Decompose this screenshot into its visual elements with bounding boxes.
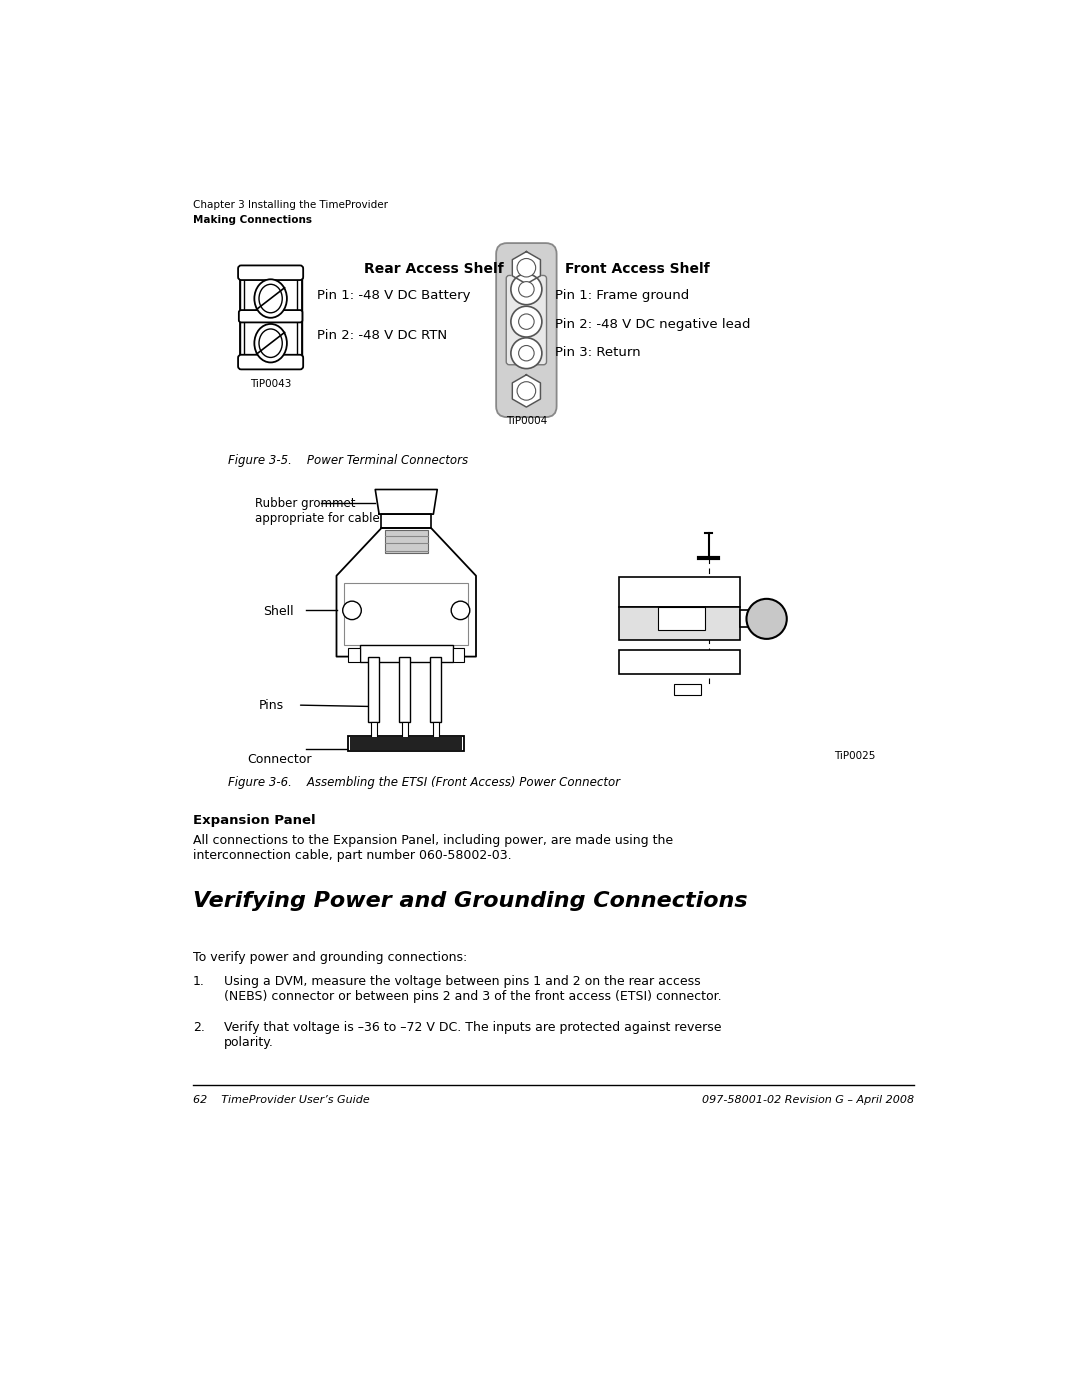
FancyBboxPatch shape (238, 355, 303, 369)
Text: Verifying Power and Grounding Connections: Verifying Power and Grounding Connection… (193, 891, 747, 911)
FancyBboxPatch shape (239, 310, 302, 323)
Polygon shape (512, 251, 540, 284)
Circle shape (511, 306, 542, 337)
Text: Figure 3-6.    Assembling the ETSI (Front Access) Power Connector: Figure 3-6. Assembling the ETSI (Front A… (228, 775, 620, 789)
Bar (453, 648, 464, 662)
Circle shape (342, 601, 362, 620)
Circle shape (517, 258, 536, 277)
Text: All connections to the Expansion Panel, including power, are made using the
inte: All connections to the Expansion Panel, … (193, 834, 673, 862)
Bar (619, 651, 740, 673)
Text: Pin 3: Return: Pin 3: Return (555, 346, 640, 359)
Text: Shell: Shell (262, 605, 294, 617)
Bar (350, 738, 462, 750)
Text: 62    TimeProvider User’s Guide: 62 TimeProvider User’s Guide (193, 1095, 369, 1105)
Bar (740, 610, 761, 627)
Ellipse shape (259, 285, 282, 313)
Bar (619, 577, 740, 606)
Ellipse shape (255, 324, 287, 362)
Text: TiP0025: TiP0025 (834, 752, 875, 761)
Text: Pin 2: -48 V DC RTN: Pin 2: -48 V DC RTN (318, 330, 447, 342)
Text: 097-58001-02 Revision G – April 2008: 097-58001-02 Revision G – April 2008 (702, 1095, 914, 1105)
FancyBboxPatch shape (507, 275, 546, 365)
Text: To verify power and grounding connections:: To verify power and grounding connection… (193, 951, 468, 964)
Text: Rubber grommet
appropriate for cable: Rubber grommet appropriate for cable (255, 497, 380, 525)
Circle shape (746, 599, 786, 638)
Text: Pin 1: -48 V DC Battery: Pin 1: -48 V DC Battery (318, 289, 471, 302)
Ellipse shape (255, 279, 287, 317)
Ellipse shape (259, 328, 282, 358)
Bar (433, 722, 438, 749)
Text: 1.: 1. (193, 975, 205, 988)
Text: Expansion Panel: Expansion Panel (193, 814, 315, 827)
Bar (384, 529, 428, 553)
Circle shape (517, 381, 536, 400)
Text: Chapter 3 Installing the TimeProvider: Chapter 3 Installing the TimeProvider (193, 200, 388, 210)
Bar (658, 606, 704, 630)
Bar (619, 608, 740, 640)
Text: Using a DVM, measure the voltage between pins 1 and 2 on the rear access
(NEBS) : Using a DVM, measure the voltage between… (225, 975, 721, 1003)
Text: Pins: Pins (259, 698, 284, 712)
Bar (240, 277, 244, 320)
Text: TiP0043: TiP0043 (249, 380, 292, 390)
Circle shape (511, 338, 542, 369)
Text: Verify that voltage is –36 to –72 V DC. The inputs are protected against reverse: Verify that voltage is –36 to –72 V DC. … (225, 1021, 721, 1049)
Bar (674, 685, 701, 696)
Text: Front Access Shelf: Front Access Shelf (565, 261, 710, 275)
Circle shape (518, 345, 535, 360)
Bar (402, 722, 408, 749)
Text: 2.: 2. (193, 1021, 205, 1034)
Circle shape (451, 601, 470, 620)
Polygon shape (512, 374, 540, 407)
Bar (240, 320, 244, 366)
Bar (240, 268, 301, 366)
FancyBboxPatch shape (238, 265, 303, 279)
Bar (400, 657, 410, 722)
Text: TiP0004: TiP0004 (505, 415, 546, 426)
Polygon shape (337, 528, 476, 657)
FancyBboxPatch shape (381, 514, 431, 528)
Text: Connector: Connector (247, 753, 312, 766)
Bar (430, 657, 441, 722)
Text: Figure 3-5.    Power Terminal Connectors: Figure 3-5. Power Terminal Connectors (228, 454, 468, 467)
FancyBboxPatch shape (496, 243, 556, 418)
Bar (345, 584, 469, 645)
Bar (297, 320, 301, 366)
Bar (360, 645, 453, 662)
Bar (370, 722, 377, 749)
Text: Pin 1: Frame ground: Pin 1: Frame ground (555, 289, 689, 302)
Bar (348, 648, 360, 662)
Circle shape (511, 274, 542, 305)
Polygon shape (375, 489, 437, 514)
Circle shape (518, 282, 535, 298)
Text: Pin 2: -48 V DC negative lead: Pin 2: -48 V DC negative lead (555, 317, 751, 331)
Bar (348, 736, 464, 752)
Circle shape (518, 314, 535, 330)
Bar (297, 277, 301, 320)
Text: Making Connections: Making Connections (193, 215, 312, 225)
Bar (368, 657, 379, 722)
Text: Rear Access Shelf: Rear Access Shelf (364, 261, 503, 275)
